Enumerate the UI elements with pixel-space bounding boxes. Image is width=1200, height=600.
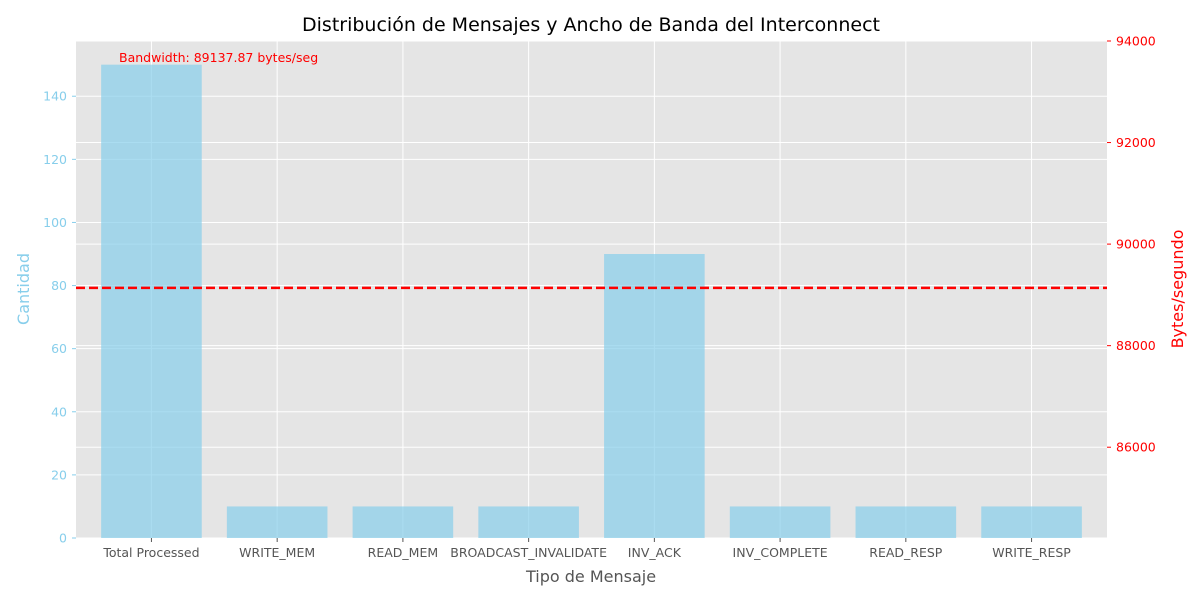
bar (729, 506, 831, 538)
x-axis-label: Tipo de Mensaje (525, 567, 656, 586)
y-tick-label-left: 100 (43, 215, 67, 230)
y-tick-label-left: 40 (51, 404, 67, 419)
y-axis-left-label: Cantidad (14, 253, 33, 325)
x-tick-label: INV_COMPLETE (733, 545, 828, 560)
y-tick-label-left: 0 (59, 531, 67, 546)
y-tick-label-right: 86000 (1116, 440, 1156, 455)
x-tick-label: BROADCAST_INVALIDATE (450, 545, 607, 560)
y-axis-right-ticks: 86000 88000 90000 92000 94000 (1107, 34, 1156, 455)
chart-title: Distribución de Mensajes y Ancho de Band… (302, 14, 880, 36)
y-tick-label-right: 94000 (1116, 34, 1156, 49)
grid (76, 40, 1107, 539)
bar (101, 64, 202, 539)
x-tick-label: READ_RESP (869, 545, 943, 560)
y-tick-label-left: 60 (51, 341, 67, 356)
y-axis-right-label: Bytes/segundo (1168, 230, 1187, 349)
x-tick-label: WRITE_RESP (992, 545, 1071, 560)
x-tick-label: INV_ACK (628, 545, 682, 560)
bandwidth-label: Bandwidth: 89137.87 bytes/seg (119, 50, 318, 65)
y-tick-label-right: 88000 (1116, 338, 1156, 353)
x-tick-label: WRITE_MEM (239, 545, 315, 560)
y-tick-label-left: 140 (43, 89, 67, 104)
y-tick-label-left: 20 (51, 467, 67, 482)
plot-background (76, 41, 1107, 538)
bars (101, 64, 1082, 539)
y-axis-left-ticks: 0 20 40 60 80 100 120 140 (43, 89, 76, 546)
bar (604, 254, 705, 538)
bar (478, 506, 579, 538)
x-axis-ticks: Total Processed WRITE_MEM READ_MEM BROADCAS… (102, 538, 1071, 560)
y-tick-label-right: 92000 (1116, 135, 1156, 150)
y-tick-label-right: 90000 (1116, 237, 1156, 252)
bar (981, 506, 1082, 538)
x-tick-label: READ_MEM (368, 545, 438, 560)
y-tick-label-left: 80 (51, 278, 67, 293)
bar (352, 506, 454, 538)
x-tick-label: Total Processed (102, 545, 199, 560)
bar (226, 506, 328, 538)
bar (855, 506, 957, 538)
y-tick-label-left: 120 (43, 152, 67, 167)
